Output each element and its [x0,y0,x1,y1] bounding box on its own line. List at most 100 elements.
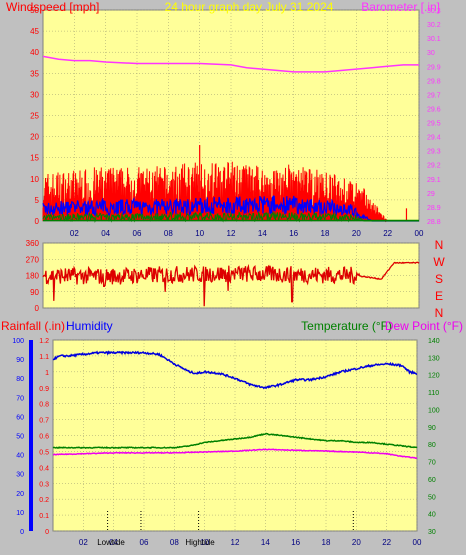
x-tick-label: 02 [79,538,88,547]
temperature-tick-label: 80 [428,442,436,449]
temperature-tick-label: 90 [428,425,436,432]
barometer-tick-label: 29.8 [427,78,441,85]
temperature-axis-ticks: 30 40 50 60 70 80 90 100 110 120 130 140 [428,338,440,536]
windspeed-axis-label: Windspeed [mph] [6,0,99,14]
barometer-tick-label: 30 [427,50,435,57]
humidity-tick-label: 0.6 [39,434,49,441]
rainfall-tick-label: 100 [12,338,24,345]
windspeed-tick-label: 45 [30,27,39,36]
barometer-axis-ticks: 28.8 28.9 29 29.1 29.2 29.3 29.4 29.5 29.6 29.7 29… [427,8,441,226]
x-tick-label: 16 [291,538,300,547]
wind-average-line [42,194,419,222]
direction-tick-label: 180 [26,272,40,281]
wind-average-series [42,194,419,222]
windspeed-tick-label: 15 [30,154,39,163]
barometer-tick-label: 28.9 [427,205,441,212]
x-tick-label: 20 [352,538,361,547]
x-tick-label: 20 [352,229,361,238]
temperature-tick-label: 70 [428,460,436,467]
barometer-tick-label: 29.1 [427,177,441,184]
barometer-tick-label: 29.7 [427,92,441,99]
x-tick-label: 10 [200,538,209,547]
x-axis-ticks-bottom: 02 04 06 08 10 12 14 16 18 20 22 00 [79,538,422,547]
humidity-tick-label: 0.3 [39,481,49,488]
windspeed-axis-ticks: 0 5 10 15 20 25 30 35 40 45 50 [30,6,39,226]
x-tick-label: 00 [415,229,424,238]
x-tick-label: 22 [382,538,391,547]
windspeed-tick-label: 25 [30,112,39,121]
barometer-tick-label: 29.6 [427,106,441,113]
temperature-tick-label: 50 [428,494,436,501]
direction-tick-label: 270 [26,255,40,264]
x-tick-label: 18 [322,538,331,547]
x-tick-label: 04 [109,538,118,547]
rainfall-tick-label: 40 [16,453,24,460]
windspeed-tick-label: 0 [35,217,40,226]
windspeed-tick-label: 5 [35,196,40,205]
rainfall-tick-label: 90 [16,357,24,364]
temperature-tick-label: 30 [428,529,436,536]
barometer-tick-label: 30.1 [427,36,441,43]
dewpoint-axis-label: Dew Point (°F) [385,319,463,333]
rainfall-tick-label: 30 [16,472,24,479]
compass-label: N [435,238,444,252]
x-tick-label: 12 [231,538,240,547]
barometer-tick-label: 30.3 [427,8,441,15]
temperature-tick-label: 60 [428,477,436,484]
humidity-tick-label: 0 [45,529,49,536]
humidity-tick-label: 1.1 [39,354,49,361]
rainfall-tick-label: 50 [16,434,24,441]
rainfall-tick-label: 20 [16,491,24,498]
humidity-tick-label: 0.8 [39,402,49,409]
x-tick-label: 08 [164,229,173,238]
barometer-tick-label: 29.2 [427,163,441,170]
humidity-tick-label: 0.7 [39,418,49,425]
rainfall-tick-label: 70 [16,395,24,402]
barometer-tick-label: 29.5 [427,121,441,128]
x-tick-label: 14 [261,538,270,547]
barometer-line [42,55,419,73]
rainfall-tick-label: 80 [16,376,24,383]
temperature-tick-label: 40 [428,512,436,519]
barometer-tick-label: 29.4 [427,135,441,142]
windspeed-tick-label: 10 [30,175,39,184]
humidity-tick-label: 0.4 [39,465,49,472]
x-axis-ticks-top: 02 04 06 08 10 12 14 16 18 20 22 00 [70,229,424,238]
x-tick-label: 04 [101,229,110,238]
direction-axis-ticks: 0 90 180 270 360 [26,239,40,313]
temperature-line [52,432,418,450]
rainfall-axis-label: Rainfall (.in) [1,319,65,333]
direction-tick-label: 0 [35,304,40,313]
barometer-tick-label: 29.3 [427,149,441,156]
x-tick-label: 18 [321,229,330,238]
x-tick-label: 08 [170,538,179,547]
humidity-tick-label: 0.1 [39,513,49,520]
x-tick-label: 06 [140,538,149,547]
barometer-tick-label: 28.8 [427,219,441,226]
barometer-tick-label: 30.2 [427,22,441,29]
high-tide-label: Hightide [185,538,215,547]
x-tick-label: 02 [70,229,79,238]
humidity-tick-label: 0.5 [39,449,49,456]
barometer-axis-label: Barometer [.in] [361,0,440,14]
dewpoint-line [52,448,418,459]
windspeed-tick-label: 20 [30,133,39,142]
humidity-tick-label: 1 [45,370,49,377]
rainfall-axis-ticks: 0 10 20 30 40 50 60 70 80 90 100 [12,338,24,536]
low-tide-label: Lowtide [97,538,125,547]
barometer-tick-label: 29.9 [427,64,441,71]
windspeed-tick-label: 40 [30,48,39,57]
direction-grid [43,242,420,309]
wind-direction-line [42,261,420,307]
tide-markers [107,511,354,531]
humidity-tick-label: 1.2 [39,338,49,345]
temperature-axis-label: Temperature (°F) [301,319,392,333]
x-tick-label: 16 [289,229,298,238]
wind-low-series [42,210,419,223]
rainfall-tick-label: 60 [16,414,24,421]
windspeed-tick-label: 30 [30,90,39,99]
chart-title: 24 hour graph day July 31 2024 [165,0,334,14]
x-tick-label: 06 [133,229,142,238]
compass-label: W [433,255,445,269]
